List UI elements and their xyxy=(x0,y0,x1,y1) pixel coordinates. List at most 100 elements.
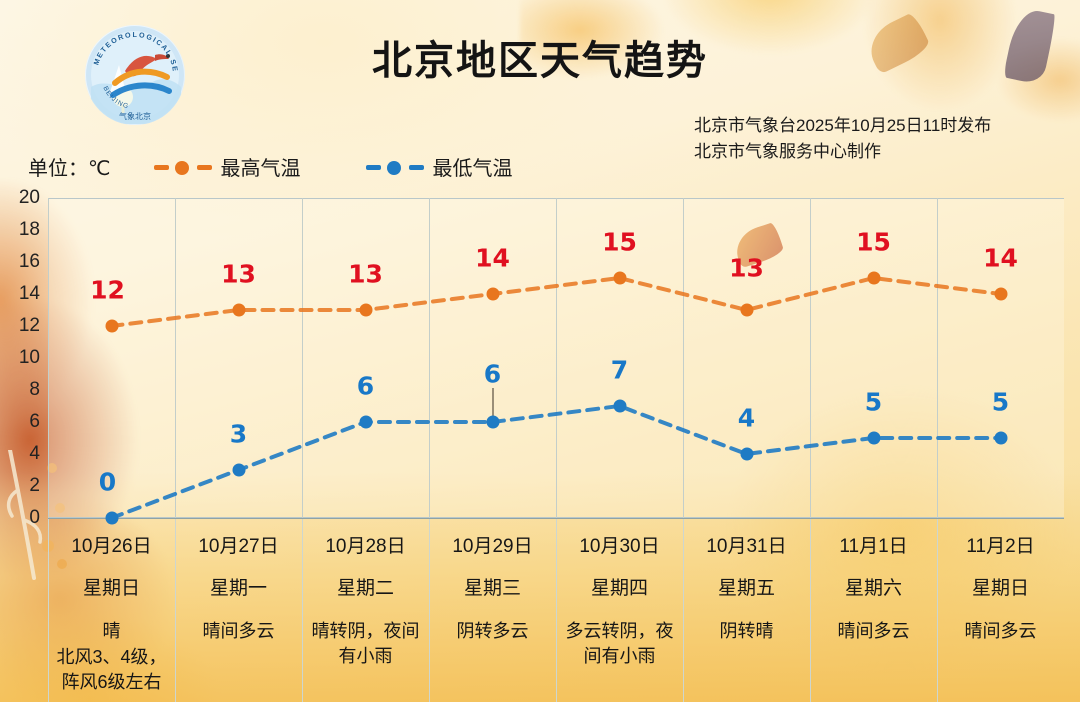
column-divider xyxy=(302,519,303,702)
data-point-marker xyxy=(232,303,245,317)
day-column: 10月28日 星期二 晴转阴，夜间有小雨 xyxy=(302,519,429,702)
data-point-marker xyxy=(867,431,880,445)
y-axis-tick-10: 10 xyxy=(18,347,40,368)
gridline-vertical xyxy=(683,198,684,701)
day-column: 11月1日星期六晴间多云 xyxy=(810,519,937,702)
gridline-vertical xyxy=(810,198,811,701)
y-axis-tick-20: 20 xyxy=(18,187,40,208)
y-axis-tick-16: 16 xyxy=(18,251,40,272)
value-leader-line xyxy=(491,388,494,418)
y-axis-tick-0: 0 xyxy=(29,507,40,528)
data-point-value-label: 13 xyxy=(221,259,256,289)
day-date: 10月28日 xyxy=(325,536,406,557)
gridline-vertical xyxy=(302,198,303,701)
day-weekday: 星期六 xyxy=(844,578,902,599)
day-column: 10月27日 星期一 晴间多云 xyxy=(175,519,302,702)
gridline-vertical xyxy=(48,198,49,701)
day-columns: 10月26日 星期日晴北风3、4级， 阵风6级左右 10月27日 星期一 晴间多云 10月2… xyxy=(48,519,1064,702)
day-column: 10月26日 星期日晴北风3、4级， 阵风6级左右 xyxy=(48,519,175,702)
legend-marker-high-icon xyxy=(154,159,213,175)
day-weather-desc: 晴转阴，夜间有小雨 xyxy=(311,621,420,666)
day-weekday: 星期日 xyxy=(82,578,140,599)
day-weather-desc: 晴间多云 xyxy=(837,621,910,641)
day-weather-desc: 多云转阴，夜间有小雨 xyxy=(565,621,674,666)
column-divider xyxy=(175,519,176,702)
data-point-marker xyxy=(613,271,626,285)
day-weather-desc: 晴间多云 xyxy=(964,621,1037,641)
column-divider xyxy=(810,519,811,702)
day-column: 10月31日 星期五 阴转晴 xyxy=(683,519,810,702)
svg-text:气象北京: 气象北京 xyxy=(119,111,151,121)
data-point-marker xyxy=(740,447,753,461)
data-point-value-label: 14 xyxy=(475,243,510,273)
y-axis-tick-2: 2 xyxy=(29,475,40,496)
data-point-value-label: 12 xyxy=(90,275,125,305)
day-weather-desc: 晴 xyxy=(102,621,121,641)
legend-label-high: 最高气温 xyxy=(220,158,301,180)
column-divider xyxy=(556,519,557,702)
data-point-marker xyxy=(232,463,245,477)
gridline-vertical xyxy=(937,198,938,701)
data-point-marker xyxy=(105,511,118,525)
day-weekday: 星期日 xyxy=(971,578,1029,599)
page-title: 北京地区天气趋势 xyxy=(372,38,708,84)
day-date: 10月30日 xyxy=(579,536,660,557)
data-point-value-label: 5 xyxy=(991,387,1010,417)
legend-item-low: 最低气温 xyxy=(366,152,512,181)
day-weekday: 星期三 xyxy=(463,578,521,599)
day-weather-desc: 阴转晴 xyxy=(719,621,774,641)
day-weekday: 星期一 xyxy=(209,578,267,599)
day-column: 10月29日 星期三 阴转多云 xyxy=(429,519,556,702)
data-point-marker xyxy=(105,319,118,333)
data-point-value-label: 3 xyxy=(229,419,248,449)
data-point-marker xyxy=(994,431,1007,445)
column-divider xyxy=(429,519,430,702)
beijing-meteorological-service-logo: METEOROLOGICAL SERVICE BEIJING 气象北京 xyxy=(85,25,185,125)
x-axis-baseline xyxy=(48,518,1064,519)
y-axis-tick-6: 6 xyxy=(29,411,40,432)
day-date: 11月1日 xyxy=(839,536,908,557)
day-column: 11月2日 星期日 晴间多云 xyxy=(937,519,1064,702)
column-divider xyxy=(48,519,49,702)
gridline-vertical xyxy=(429,198,430,701)
day-weather-desc: 阴转多云 xyxy=(456,621,529,641)
temperature-line-chart xyxy=(48,198,1064,518)
day-wind-desc: 北风3、4级， 阵风6级左右 xyxy=(56,647,167,692)
data-point-value-label: 13 xyxy=(348,259,383,289)
series-line xyxy=(109,403,1003,518)
data-point-value-label: 15 xyxy=(856,227,891,257)
gridline-vertical xyxy=(556,198,557,701)
legend-marker-low-icon xyxy=(366,159,425,175)
day-weekday: 星期四 xyxy=(590,578,648,599)
publisher-line-1: 北京市气象台2025年10月25日11时发布 xyxy=(694,116,992,135)
day-weekday: 星期五 xyxy=(717,578,775,599)
data-point-value-label: 6 xyxy=(356,371,375,401)
publisher-line-2: 北京市气象服务中心制作 xyxy=(694,142,881,161)
data-point-marker xyxy=(359,415,372,429)
background-top-leaves xyxy=(520,0,1080,220)
trend-lines xyxy=(109,275,1003,518)
data-point-marker xyxy=(359,303,372,317)
chart-legend: 单位：℃ 最高气温 最低气温 xyxy=(28,152,578,181)
data-point-marker xyxy=(867,271,880,285)
data-point-marker xyxy=(740,303,753,317)
column-divider xyxy=(937,519,938,702)
data-point-value-label: 5 xyxy=(864,387,883,417)
data-point-marker xyxy=(613,399,626,413)
data-point-marker xyxy=(486,287,499,301)
data-point-value-label: 15 xyxy=(602,227,637,257)
data-point-value-label: 13 xyxy=(729,253,764,283)
data-point-marker xyxy=(994,287,1007,301)
y-axis-tick-8: 8 xyxy=(29,379,40,400)
y-axis-tick-12: 12 xyxy=(18,315,40,336)
series-line xyxy=(109,275,1003,328)
data-point-value-label: 0 xyxy=(98,467,117,497)
data-point-value-label: 4 xyxy=(737,403,756,433)
day-weather-desc: 晴间多云 xyxy=(202,621,275,641)
y-axis-tick-4: 4 xyxy=(29,443,40,464)
y-axis-tick-18: 18 xyxy=(18,219,40,240)
gridline-vertical xyxy=(175,198,176,701)
y-axis-tick-14: 14 xyxy=(18,283,40,304)
gridline-vertical xyxy=(1064,198,1065,701)
